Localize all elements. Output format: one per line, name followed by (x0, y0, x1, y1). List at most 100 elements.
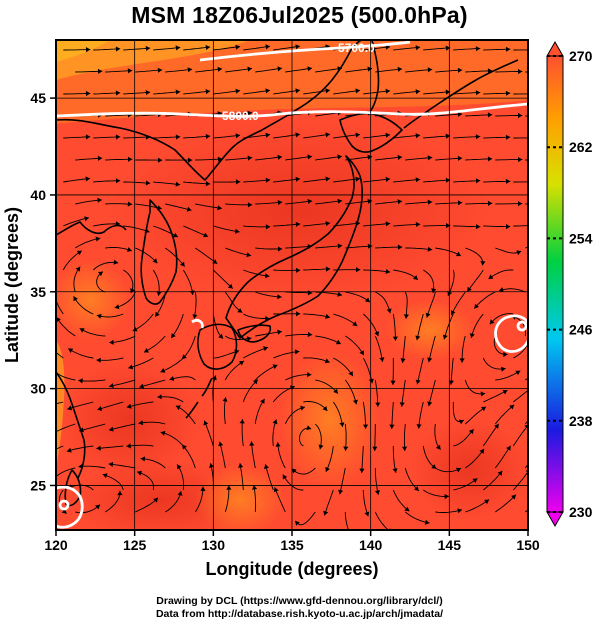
streamline (285, 374, 312, 381)
streamline (453, 48, 481, 51)
streamline (453, 180, 481, 183)
streamline-arrowhead (415, 177, 421, 183)
streamline (63, 136, 91, 139)
streamline (495, 115, 523, 117)
streamline-arrowhead (385, 176, 391, 182)
streamline-arrowhead (511, 494, 516, 500)
x-tick-label: 120 (44, 537, 68, 553)
streamline (299, 427, 312, 447)
streamline (498, 288, 526, 293)
streamline-arrowhead (247, 110, 253, 116)
streamline (333, 89, 361, 95)
streamline-arrowhead (494, 423, 499, 429)
streamline-arrowhead (73, 296, 78, 302)
streamline (465, 202, 493, 205)
streamline-arrowhead (247, 202, 253, 208)
streamline-arrowhead (501, 366, 506, 372)
streamline-arrowhead (211, 375, 217, 381)
contour-high-southwest-inner (58, 499, 70, 511)
streamline-arrowhead (115, 134, 121, 140)
streamline (183, 225, 209, 238)
streamline (62, 250, 83, 271)
streamline-arrowhead (415, 133, 421, 139)
streamline-arrowhead (343, 446, 349, 451)
contour-label-5800: 5800.0 (222, 109, 259, 123)
streamline-arrowhead (323, 510, 329, 516)
streamline-arrowhead (85, 176, 90, 182)
streamline-arrowhead (481, 406, 486, 412)
streamline (483, 136, 511, 139)
streamline-arrowhead (182, 354, 187, 360)
streamline (63, 178, 91, 183)
streamline (303, 89, 331, 95)
streamline (213, 350, 240, 359)
x-tick-label: 150 (516, 537, 540, 553)
streamline (483, 92, 511, 95)
streamline-arrowhead (76, 250, 82, 256)
streamline-arrowhead (397, 199, 403, 205)
streamline-arrowhead (505, 178, 511, 184)
streamline-arrowhead (175, 45, 181, 51)
streamline (96, 313, 124, 318)
streamline (363, 269, 391, 273)
streamline-arrowhead (325, 266, 331, 272)
streamline (75, 237, 101, 249)
streamline (435, 467, 462, 473)
streamline (488, 269, 514, 280)
streamline-arrowhead (217, 205, 222, 211)
y-axis-ticks: 25 30 35 40 45 (30, 90, 56, 493)
streamline-arrowhead (368, 378, 374, 384)
streamline (405, 247, 433, 251)
streamline (315, 155, 343, 161)
streamline-arrowhead (175, 181, 181, 187)
streamline (75, 157, 103, 161)
streamline-arrowhead (367, 66, 372, 72)
streamline (67, 401, 94, 410)
streamline-arrowhead (487, 156, 493, 162)
streamline-arrowhead (246, 252, 252, 258)
streamline (255, 67, 283, 73)
streamline-arrowhead (177, 464, 182, 470)
streamline-arrowhead (475, 90, 481, 96)
streamline (165, 203, 192, 211)
streamline (494, 445, 511, 469)
streamline (272, 419, 277, 447)
streamline-arrowhead (457, 155, 463, 161)
streamline-arrowhead (431, 464, 437, 469)
streamline (453, 136, 481, 139)
streamline (453, 92, 481, 95)
streamline (93, 92, 121, 95)
sakhalin-coastline (367, 40, 380, 115)
streamline (138, 421, 166, 425)
streamline-arrowhead (277, 199, 283, 206)
streamline (274, 487, 286, 513)
streamline (132, 313, 154, 332)
colorbar-tick-label: 238 (569, 413, 593, 429)
streamline (273, 133, 301, 139)
streamline (219, 441, 226, 469)
streamline-arrowhead (260, 398, 265, 404)
streamline-arrowhead (536, 223, 540, 228)
streamline (345, 68, 373, 73)
streamline-arrowhead (364, 511, 370, 517)
streamline-arrowhead (446, 223, 451, 229)
streamline (63, 217, 90, 227)
streamline (361, 445, 364, 474)
streamline-arrowhead (114, 304, 120, 310)
streamline (345, 245, 373, 249)
streamline-arrowhead (291, 468, 297, 474)
streamline (450, 357, 454, 385)
streamline (428, 335, 436, 363)
streamline-arrowhead (39, 408, 44, 413)
streamline-arrowhead (239, 419, 245, 424)
streamline-arrowhead (153, 497, 158, 503)
x-tick-label: 125 (123, 537, 147, 553)
streamline (435, 69, 463, 73)
streamline-arrowhead (226, 485, 232, 490)
streamline (195, 68, 223, 73)
streamline (391, 401, 394, 430)
streamline (123, 47, 151, 51)
streamline (333, 222, 361, 227)
streamline (405, 68, 433, 73)
streamline (285, 67, 313, 73)
